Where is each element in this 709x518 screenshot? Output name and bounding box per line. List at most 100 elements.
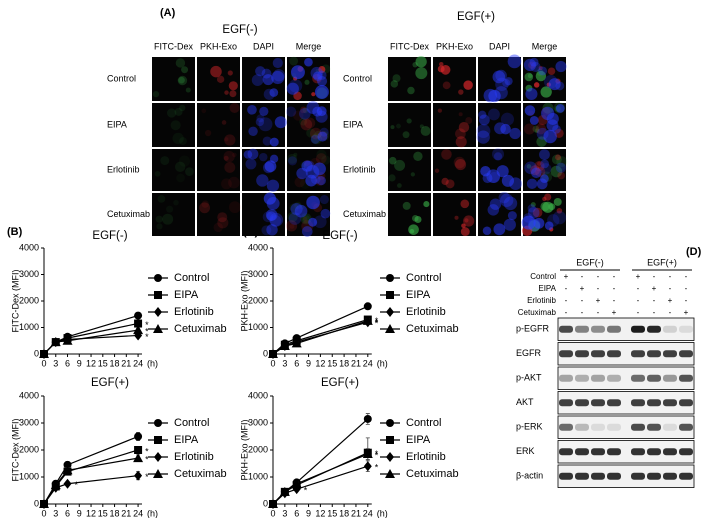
cell-signal — [388, 174, 396, 182]
cell-signal — [409, 229, 415, 234]
cell-signal — [217, 217, 229, 229]
chart-title: EGF(-) — [92, 230, 127, 242]
cell-signal — [463, 215, 475, 227]
cell-signal — [454, 215, 459, 220]
y-tick-label: 2000 — [19, 295, 39, 305]
panel-label: (B) — [7, 226, 23, 238]
blot-band — [591, 472, 605, 480]
data-point — [291, 478, 302, 488]
cell-signal — [460, 227, 470, 237]
cell-signal — [492, 70, 506, 84]
x-tick-label: 0 — [41, 358, 46, 368]
cell-signal — [465, 116, 473, 124]
condition-label: Cetuximab — [518, 308, 557, 317]
column-header: FITC-Dex — [154, 41, 193, 51]
cell-signal — [488, 89, 501, 103]
blot-band — [591, 350, 605, 358]
y-tick-label: 3000 — [19, 417, 39, 427]
cell-signal — [390, 80, 399, 88]
cell-signal — [388, 156, 397, 165]
lane-sign: - — [669, 284, 672, 293]
x-tick-label: 24 — [363, 508, 373, 518]
cell-signal — [441, 149, 452, 160]
micrograph — [197, 57, 240, 101]
chart-title: EGF(-) — [322, 230, 357, 242]
blot-strip — [557, 464, 695, 488]
panel-label: (D) — [686, 246, 702, 258]
cell-signal — [287, 211, 298, 222]
lane-sign: - — [565, 284, 568, 293]
cell-signal — [303, 160, 315, 172]
data-point — [268, 349, 278, 358]
y-tick-label: 3000 — [19, 269, 39, 279]
legend-label: Control — [406, 272, 441, 284]
cell-signal — [538, 66, 543, 71]
cell-signal — [224, 90, 229, 95]
cell-signal — [256, 114, 265, 123]
blot-band — [559, 423, 573, 431]
cell-signal — [458, 89, 464, 95]
cell-signal — [530, 165, 541, 176]
cell-signal — [185, 167, 194, 176]
lane-sign: - — [637, 308, 640, 317]
x-tick-label: 24 — [133, 358, 143, 368]
blot-band — [559, 374, 573, 382]
cell-signal — [272, 69, 286, 82]
lane-sign: + — [684, 308, 689, 317]
x-tick-label: 21 — [121, 358, 131, 368]
blot-band — [663, 325, 677, 333]
cell-signal — [454, 158, 467, 171]
significance: * — [145, 472, 149, 482]
blot-band — [607, 350, 621, 358]
lane-sign: - — [613, 284, 616, 293]
significance: * — [375, 317, 379, 327]
blot-band — [679, 374, 693, 382]
significance: * — [145, 332, 149, 342]
cell-signal — [289, 56, 299, 66]
cell-signal — [535, 123, 547, 135]
cell-signal — [489, 198, 502, 210]
lane-sign: + — [668, 296, 673, 305]
cell-signal — [534, 160, 545, 172]
cell-signal — [294, 204, 308, 218]
y-tick-label: 2000 — [19, 444, 39, 454]
protein-label: EGFR — [516, 348, 542, 358]
cell-signal — [390, 125, 395, 130]
cell-signal — [482, 226, 492, 236]
blot-band — [591, 374, 605, 382]
y-tick-label: 1000 — [19, 471, 39, 481]
cell-signal — [266, 224, 278, 236]
cell-signal — [318, 65, 326, 73]
cell-signal — [288, 212, 302, 225]
cell-signal — [285, 220, 298, 232]
y-tick-label: 0 — [263, 348, 268, 358]
blot-band — [663, 423, 677, 431]
x-tick-label: 0 — [41, 508, 46, 518]
x-tick-label: 12 — [86, 358, 96, 368]
cell-signal — [461, 223, 466, 229]
cell-signal — [314, 130, 322, 139]
significance: * — [145, 327, 149, 337]
x-tick-label: 15 — [327, 358, 337, 368]
cell-signal — [523, 58, 537, 72]
cell-signal — [185, 87, 191, 93]
blot-strip — [557, 317, 695, 341]
cell-signal — [530, 202, 536, 208]
cell-signal — [476, 124, 491, 138]
cell-signal — [315, 153, 327, 164]
x-tick-label: 3 — [282, 358, 287, 368]
cell-signal — [478, 110, 487, 119]
data-point — [134, 311, 143, 320]
cell-signal — [175, 161, 186, 172]
blot-band — [647, 350, 661, 358]
significance: * — [145, 446, 149, 456]
y-tick-label: 3000 — [248, 417, 268, 427]
column-header: Merge — [532, 41, 558, 51]
data-point — [362, 449, 373, 459]
cell-signal — [507, 54, 522, 69]
cell-signal — [463, 80, 473, 90]
cell-signal — [402, 131, 410, 139]
cell-signal — [415, 56, 427, 68]
cell-signal — [480, 166, 491, 177]
blot-band — [607, 399, 621, 407]
